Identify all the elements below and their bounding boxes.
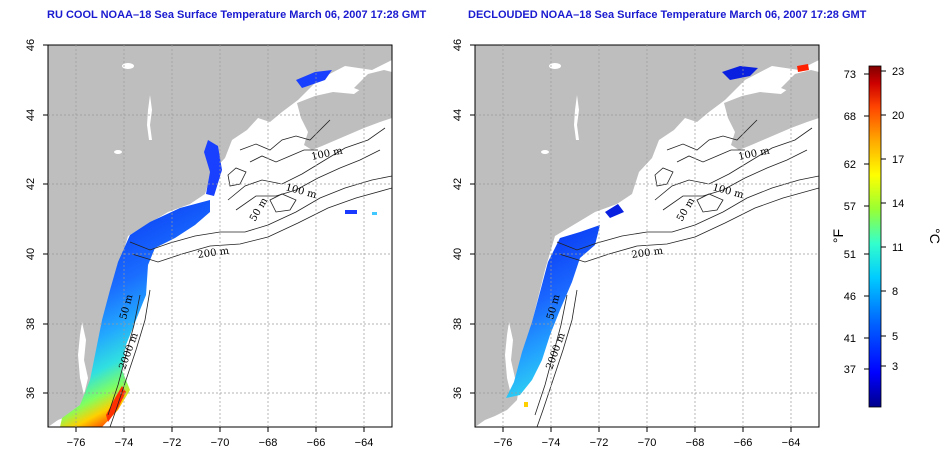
- sst-warm-speck: [797, 64, 809, 72]
- lat-tick-label: 40: [25, 248, 37, 260]
- cape-breton-land: [781, 70, 819, 92]
- cape-breton-land: [354, 70, 392, 92]
- fahrenheit-tick-label: 73: [844, 69, 856, 81]
- lat-tick-label: 44: [25, 109, 37, 121]
- lat-tick-label: 40: [452, 248, 464, 260]
- lat-tick-label: 38: [452, 318, 464, 330]
- right-map-panel: −76 −74 −72 −70 −68 −66 −64 36 38 40 42 …: [452, 39, 820, 449]
- lon-tick-label: −66: [734, 437, 753, 449]
- bathymetry-contours: [534, 119, 819, 427]
- lon-tick-label: −64: [355, 437, 374, 449]
- lake: [541, 150, 549, 154]
- lon-tick-label: −74: [115, 437, 134, 449]
- colorbar-gradient: [868, 65, 882, 408]
- lat-lon-grid: [48, 45, 392, 427]
- nova-scotia-land: [297, 78, 392, 150]
- fahrenheit-tick-label: 68: [844, 111, 856, 123]
- fahrenheit-tick-label: 62: [844, 159, 856, 171]
- lon-tick-label: −72: [590, 437, 609, 449]
- fahrenheit-tick-label: 51: [844, 249, 856, 261]
- sst-offshore-speck: [372, 212, 377, 215]
- fahrenheit-tick-label: 46: [844, 291, 856, 303]
- nova-scotia-land: [724, 78, 819, 150]
- left-map-panel: −76 −74 −72 −70 −68 −66 −64 36 38 40 42 …: [25, 39, 393, 449]
- lat-tick-label: 36: [452, 387, 464, 399]
- celsius-unit-label: °C: [927, 228, 943, 244]
- temperature-colorbar: 73 68 62 57 51 46 41 37 23 20 17 14 11 8…: [830, 65, 943, 408]
- lon-tick-label: −70: [211, 437, 230, 449]
- lon-tick-label: −74: [542, 437, 561, 449]
- lon-tick-label: −72: [163, 437, 182, 449]
- lat-tick-label: 36: [25, 387, 37, 399]
- lon-tick-label: −76: [67, 437, 86, 449]
- celsius-tick-label: 23: [892, 66, 904, 78]
- celsius-tick-label: 8: [892, 286, 898, 298]
- lon-tick-label: −68: [686, 437, 705, 449]
- lat-tick-label: 46: [25, 39, 37, 51]
- chesapeake-bay: [78, 322, 88, 395]
- celsius-tick-label: 20: [892, 110, 904, 122]
- sst-coastal-patch: [722, 66, 758, 80]
- lon-tick-label: −66: [307, 437, 326, 449]
- chesapeake-bay: [505, 322, 515, 395]
- sst-gulf-of-maine-patch: [204, 140, 222, 196]
- lat-tick-label: 44: [452, 109, 464, 121]
- fahrenheit-tick-label: 57: [844, 201, 856, 213]
- sst-coastal-patch: [605, 204, 624, 218]
- lake-champlain: [147, 95, 152, 140]
- lake-champlain: [574, 95, 579, 140]
- celsius-tick-label: 5: [892, 331, 898, 343]
- celsius-tick-label: 14: [892, 198, 904, 210]
- lon-tick-label: −70: [638, 437, 657, 449]
- sst-offshore-speck: [345, 210, 357, 214]
- contour-label: 200 m: [197, 246, 230, 261]
- celsius-tick-label: 3: [892, 361, 898, 373]
- lat-tick-label: 42: [452, 178, 464, 190]
- lon-tick-label: −64: [782, 437, 801, 449]
- lon-tick-label: −68: [259, 437, 278, 449]
- lon-tick-label: −76: [494, 437, 513, 449]
- lake: [122, 63, 134, 69]
- bathymetry-contours: [107, 119, 392, 427]
- sst-warm-speck: [524, 402, 528, 407]
- fahrenheit-unit-label: °F: [830, 229, 846, 243]
- sst-data-region: [506, 225, 600, 398]
- lat-tick-label: 42: [25, 178, 37, 190]
- right-map-title: DECLOUDED NOAA–18 Sea Surface Temperatur…: [468, 9, 867, 21]
- celsius-tick-label: 17: [892, 154, 904, 166]
- lat-lon-grid: [475, 45, 819, 427]
- land-mass: [475, 45, 819, 427]
- land-mass: [48, 45, 392, 427]
- sst-coastal-patch: [296, 70, 332, 88]
- lat-tick-label: 38: [25, 318, 37, 330]
- lake: [114, 150, 122, 154]
- fahrenheit-tick-label: 41: [844, 333, 856, 345]
- lake: [549, 63, 561, 69]
- celsius-tick-label: 11: [892, 242, 903, 254]
- sst-data-region: [60, 200, 210, 427]
- lat-tick-label: 46: [452, 39, 464, 51]
- contour-label: 200 m: [631, 246, 664, 261]
- fahrenheit-tick-label: 37: [844, 364, 856, 376]
- left-map-title: RU COOL NOAA–18 Sea Surface Temperature …: [47, 9, 427, 21]
